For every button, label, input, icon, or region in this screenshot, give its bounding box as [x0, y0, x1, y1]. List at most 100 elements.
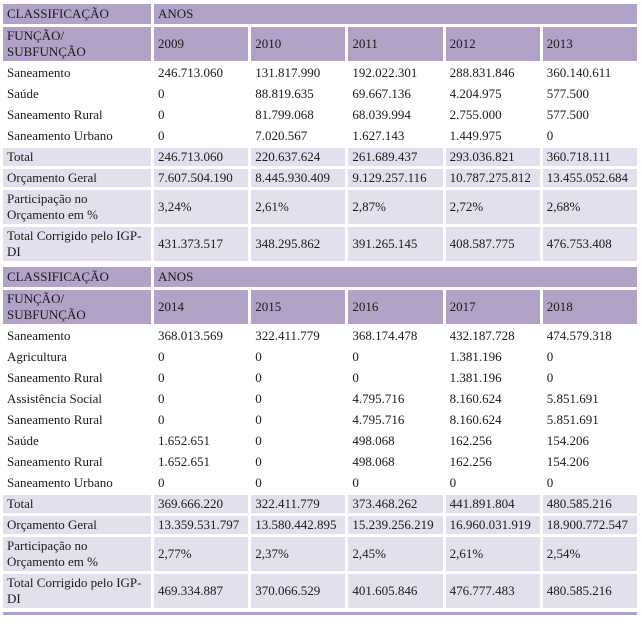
- value-cell: 476.777.483: [445, 574, 540, 608]
- value-cell: 162.256: [449, 454, 492, 469]
- value-cell: 8.160.624: [449, 391, 502, 406]
- value-cell: 441.891.804: [445, 495, 540, 513]
- value-cell: 408.587.775: [445, 227, 540, 261]
- value-cell: 10.787.275.812: [445, 169, 540, 187]
- value-cell: 360.718.111: [542, 148, 637, 166]
- table-row: Saneamento Urbano 0 0 0 0 0: [3, 474, 637, 492]
- table-row: Orçamento Geral 7.607.504.190 8.445.930.40…: [3, 169, 637, 187]
- year-header: 2012: [445, 27, 540, 61]
- value-cell: 9.129.257.116: [348, 169, 443, 187]
- classification-header: CLASSIFICAÇÃO: [3, 267, 151, 287]
- table-subheader-row: FUNÇÃO/ SUBFUNÇÃO 2009 2010 2011 2012 20…: [3, 27, 637, 61]
- value-cell: 0: [255, 391, 262, 406]
- budget-table-2009-2013: CLASSIFICAÇÃO ANOS FUNÇÃO/ SUBFUNÇÃO 200…: [0, 1, 640, 264]
- value-cell: 498.068: [352, 433, 395, 448]
- value-cell: 5.851.691: [546, 391, 599, 406]
- value-cell: 348.295.862: [251, 227, 346, 261]
- value-cell: 1.381.196: [449, 370, 502, 385]
- value-cell: 2,61%: [251, 190, 346, 224]
- year-header: 2016: [348, 290, 443, 324]
- row-label: Saneamento Urbano: [7, 475, 113, 490]
- value-cell: 131.817.990: [255, 65, 321, 80]
- row-label: Saúde: [7, 433, 39, 448]
- value-cell: 0: [158, 370, 165, 385]
- row-label: Orçamento Geral: [3, 516, 151, 534]
- year-header: 2015: [251, 290, 346, 324]
- value-cell: 18.900.772.547: [542, 516, 637, 534]
- row-label: Saúde: [7, 86, 39, 101]
- row-label: Total Corrigido pelo IGP-DI: [3, 574, 151, 608]
- value-cell: 373.468.262: [348, 495, 443, 513]
- budget-table-2014-2018: CLASSIFICAÇÃO ANOS FUNÇÃO/ SUBFUNÇÃO 201…: [0, 264, 640, 611]
- table-row: Assistência Social 0 0 4.795.716 8.160.624 5.…: [3, 390, 637, 408]
- value-cell: 0: [255, 412, 262, 427]
- value-cell: 288.831.846: [449, 65, 515, 80]
- value-cell: 0: [546, 475, 554, 490]
- value-cell: 154.206: [546, 454, 589, 469]
- years-header: ANOS: [154, 267, 637, 287]
- value-cell: 2,37%: [251, 537, 346, 571]
- value-cell: 2,61%: [445, 537, 540, 571]
- year-header: 2009: [154, 27, 249, 61]
- value-cell: 88.819.635: [255, 86, 314, 101]
- value-cell: 469.334.887: [154, 574, 249, 608]
- value-cell: 322.411.779: [255, 328, 320, 343]
- value-cell: 4.795.716: [352, 391, 405, 406]
- function-subfunction-header: FUNÇÃO/ SUBFUNÇÃO: [3, 290, 151, 324]
- row-label: Saneamento: [7, 328, 71, 343]
- value-cell: 0: [255, 370, 262, 385]
- value-cell: 0: [352, 475, 359, 490]
- value-cell: 81.799.068: [255, 107, 314, 122]
- row-label: Saneamento Rural: [7, 454, 103, 469]
- value-cell: 13.455.052.684: [542, 169, 637, 187]
- value-cell: 5.851.691: [546, 412, 599, 427]
- row-label: Total: [3, 495, 151, 513]
- table-row: Saneamento 368.013.569 322.411.779 368.174.…: [3, 327, 637, 345]
- table-row: Total 369.666.220 322.411.779 373.468.262 44…: [3, 495, 637, 513]
- value-cell: 370.066.529: [251, 574, 346, 608]
- value-cell: 0: [546, 128, 554, 143]
- row-label: Participação no Orçamento em %: [3, 537, 151, 571]
- value-cell: 3,24%: [154, 190, 249, 224]
- table-row: Participação no Orçamento em % 2,77% 2,37%…: [3, 537, 637, 571]
- value-cell: 577.500: [546, 86, 589, 101]
- value-cell: 246.713.060: [158, 65, 223, 80]
- value-cell: 2.755.000: [449, 107, 502, 122]
- value-cell: 0: [158, 391, 165, 406]
- row-label: Saneamento: [7, 65, 71, 80]
- row-label: Assistência Social: [7, 391, 102, 406]
- value-cell: 0: [255, 454, 262, 469]
- value-cell: 1.627.143: [352, 128, 405, 143]
- table-row: Saneamento Urbano 0 7.020.567 1.627.143 1.44…: [3, 127, 637, 145]
- table-row: Saneamento Rural 0 0 4.795.716 8.160.624 5.85…: [3, 411, 637, 429]
- table-row: Saneamento Rural 0 0 0 1.381.196 0: [3, 369, 637, 387]
- value-cell: 154.206: [546, 433, 589, 448]
- row-label: Agricultura: [7, 349, 67, 364]
- value-cell: 68.039.994: [352, 107, 411, 122]
- row-label: Saneamento Rural: [7, 107, 103, 122]
- value-cell: 16.960.031.919: [445, 516, 540, 534]
- bottom-rule: [3, 612, 637, 615]
- classification-header: CLASSIFICAÇÃO: [3, 4, 151, 24]
- year-header: 2013: [542, 27, 637, 61]
- value-cell: 0: [158, 128, 165, 143]
- value-cell: 369.666.220: [154, 495, 249, 513]
- table-row: Saneamento Rural 0 81.799.068 68.039.994 2.7…: [3, 106, 637, 124]
- value-cell: 0: [158, 86, 165, 101]
- table-row: Saúde 1.652.651 0 498.068 162.256 154.206: [3, 432, 637, 450]
- value-cell: 0: [352, 349, 359, 364]
- row-label: Saneamento Rural: [7, 412, 103, 427]
- row-label: Participação no Orçamento em %: [3, 190, 151, 224]
- value-cell: 293.036.821: [445, 148, 540, 166]
- year-header: 2010: [251, 27, 346, 61]
- table-header-row: CLASSIFICAÇÃO ANOS: [3, 4, 637, 24]
- value-cell: 474.579.318: [546, 328, 612, 343]
- value-cell: 0: [255, 433, 262, 448]
- value-cell: 2,87%: [348, 190, 443, 224]
- year-header: 2014: [154, 290, 249, 324]
- value-cell: 220.637.624: [251, 148, 346, 166]
- table-row: Orçamento Geral 13.359.531.797 13.580.442.…: [3, 516, 637, 534]
- value-cell: 261.689.437: [348, 148, 443, 166]
- value-cell: 2,68%: [542, 190, 637, 224]
